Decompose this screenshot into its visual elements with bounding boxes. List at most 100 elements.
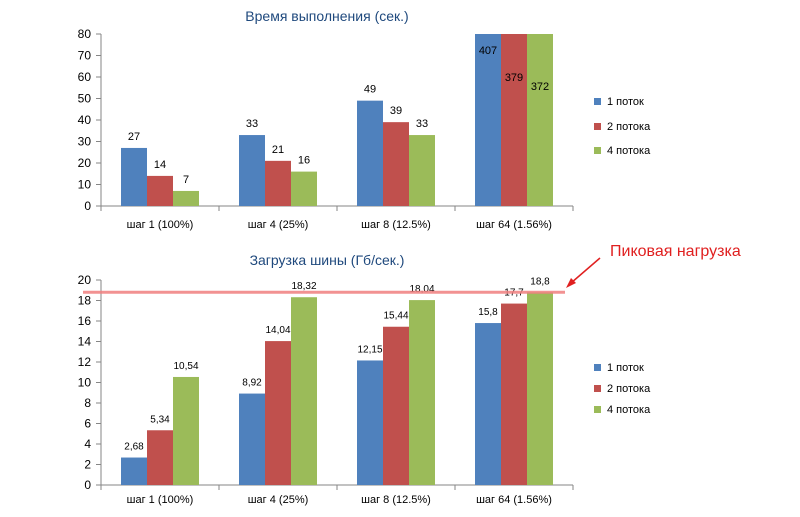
bar [173, 376, 199, 485]
data-label: 39 [390, 105, 402, 117]
legend-label: 4 потока [607, 404, 651, 416]
data-label: 8,92 [242, 378, 262, 389]
y-tick-label: 20 [78, 273, 92, 287]
data-label: 372 [531, 81, 549, 93]
data-label: 18,32 [291, 281, 316, 292]
legend-swatch [594, 385, 601, 392]
y-tick-label: 8 [84, 396, 91, 410]
data-label: 14,04 [265, 325, 290, 336]
legend-item: 1 поток [594, 96, 644, 108]
data-label: 49 [364, 84, 376, 96]
y-tick-label: 2 [84, 458, 91, 472]
y-tick-label: 12 [78, 355, 92, 369]
data-label: 379 [505, 72, 523, 84]
y-tick-label: 20 [78, 156, 92, 170]
bar [501, 34, 527, 206]
data-label: 12,15 [357, 344, 382, 355]
y-tick-label: 10 [78, 376, 92, 390]
y-tick-label: 50 [78, 92, 92, 106]
data-label: 15,8 [478, 307, 498, 318]
legend-item: 4 потока [594, 404, 651, 416]
bar [147, 175, 173, 206]
data-label: 15,44 [383, 311, 408, 322]
y-tick-label: 30 [78, 135, 92, 149]
chart-title: Время выполнения (сек.) [245, 8, 408, 24]
data-label: 5,34 [150, 414, 170, 425]
bar [357, 360, 383, 485]
bar [475, 323, 501, 485]
y-tick-label: 14 [78, 335, 92, 349]
chart-title: Загрузка шины (Гб/сек.) [250, 252, 405, 268]
data-label: 33 [246, 118, 258, 130]
annotation-arrowhead [566, 278, 576, 288]
x-tick-label: шаг 1 (100%) [127, 219, 194, 231]
data-label: 18,8 [530, 276, 550, 287]
legend-swatch [594, 123, 601, 130]
x-tick-label: шаг 4 (25%) [248, 494, 309, 506]
bar [291, 297, 317, 485]
bar [173, 190, 199, 206]
chart-1: Время выполнения (сек.) 0 10 20 30 40 50 60 70 80… [78, 8, 651, 231]
y-tick-label: 40 [78, 113, 92, 127]
bar [409, 135, 435, 206]
legend-item: 4 потока [594, 145, 651, 157]
legend-label: 4 потока [607, 145, 651, 157]
x-tick-label: шаг 4 (25%) [248, 219, 309, 231]
x-tick-label: шаг 8 (12.5%) [361, 219, 431, 231]
annotation-text: Пиковая нагрузка [610, 243, 741, 260]
y-tick-label: 0 [84, 199, 91, 213]
legend-label: 2 потока [607, 121, 651, 133]
legend-label: 2 потока [607, 383, 651, 395]
bar [501, 303, 527, 485]
legend-label: 1 поток [607, 96, 644, 108]
bar [527, 34, 553, 206]
y-tick-label: 80 [78, 27, 92, 41]
bar [357, 100, 383, 206]
legend-item: 1 поток [594, 362, 644, 374]
x-tick-label: шаг 64 (1.56%) [476, 219, 552, 231]
bar [475, 34, 501, 206]
bar [239, 393, 265, 485]
y-tick-label: 18 [78, 294, 92, 308]
legend-item: 2 потока [594, 121, 651, 133]
chart-2: Загрузка шины (Гб/сек.) 0 2 4 6 8 10 12 14 16 18 20… [78, 243, 741, 506]
bar [147, 430, 173, 485]
legend-swatch [594, 364, 601, 371]
bar [121, 457, 147, 485]
data-label: 18,04 [409, 284, 434, 295]
annotation-arrow-line [570, 257, 601, 284]
y-tick-label: 4 [84, 437, 91, 451]
bar [121, 147, 147, 206]
data-label: 7 [183, 174, 189, 186]
legend-swatch [594, 147, 601, 154]
bar [291, 171, 317, 206]
bar [527, 292, 553, 485]
x-tick-label: шаг 64 (1.56%) [476, 494, 552, 506]
legend-label: 1 поток [607, 362, 644, 374]
data-label: 33 [416, 118, 428, 130]
data-label: 21 [272, 144, 284, 156]
legend-swatch [594, 98, 601, 105]
legend-swatch [594, 406, 601, 413]
y-tick-label: 6 [84, 417, 91, 431]
bar [265, 160, 291, 206]
data-label: 407 [479, 45, 497, 57]
data-label: 10,54 [173, 361, 198, 372]
y-tick-label: 0 [84, 478, 91, 492]
x-tick-label: шаг 1 (100%) [127, 494, 194, 506]
data-label: 2,68 [124, 442, 144, 453]
bar [409, 300, 435, 485]
legend-item: 2 потока [594, 383, 651, 395]
y-tick-label: 60 [78, 70, 92, 84]
bar [265, 341, 291, 485]
y-tick-label: 70 [78, 49, 92, 63]
data-label: 16 [298, 155, 310, 167]
y-tick-label: 16 [78, 314, 92, 328]
bar [383, 122, 409, 206]
x-tick-label: шаг 8 (12.5%) [361, 494, 431, 506]
data-label: 27 [128, 131, 140, 143]
y-tick-label: 10 [78, 178, 92, 192]
data-label: 14 [154, 159, 166, 171]
bar [383, 326, 409, 485]
